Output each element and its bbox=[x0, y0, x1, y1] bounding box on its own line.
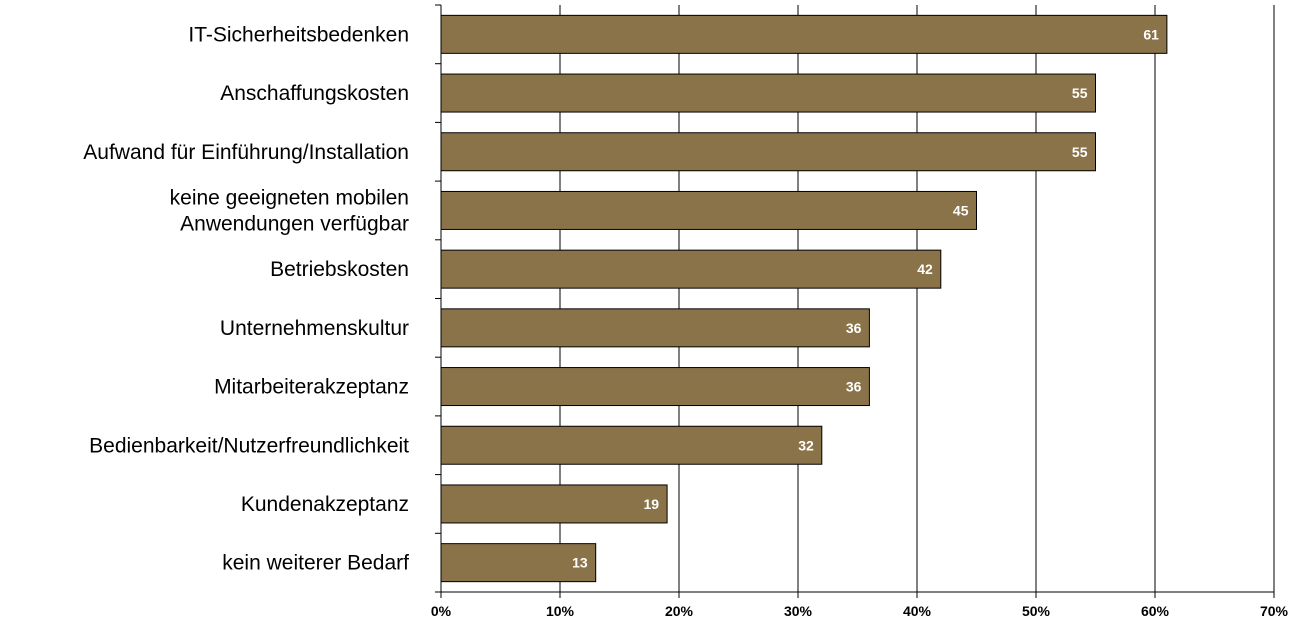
bar bbox=[440, 249, 942, 289]
category-label: Kundenakzeptanz bbox=[241, 493, 409, 516]
bars bbox=[440, 14, 1168, 583]
data-label: 61 bbox=[1143, 26, 1159, 42]
category-label: Bedienbarkeit/Nutzerfreundlichkeit bbox=[89, 434, 409, 457]
x-tick-label: 40% bbox=[903, 603, 932, 619]
data-label: 13 bbox=[572, 555, 588, 571]
bar bbox=[440, 484, 668, 524]
data-label: 55 bbox=[1072, 85, 1088, 101]
category-label: Anschaffungskosten bbox=[220, 82, 409, 105]
bar bbox=[440, 308, 870, 348]
data-label: 19 bbox=[644, 496, 660, 512]
x-tick-label: 10% bbox=[546, 603, 575, 619]
category-label: Unternehmenskultur bbox=[220, 317, 409, 340]
data-label: 45 bbox=[953, 202, 969, 218]
bar bbox=[440, 425, 823, 465]
bar bbox=[440, 132, 1096, 172]
data-label: 36 bbox=[846, 379, 862, 395]
x-tick-label: 50% bbox=[1022, 603, 1051, 619]
bar bbox=[440, 73, 1096, 113]
x-tick-label: 20% bbox=[665, 603, 694, 619]
bar bbox=[440, 367, 870, 407]
category-label: Mitarbeiterakzeptanz bbox=[214, 376, 409, 399]
x-tick-label: 0% bbox=[431, 603, 452, 619]
x-tick-label: 70% bbox=[1260, 603, 1289, 619]
axes bbox=[435, 4, 1275, 598]
x-tick-label: 30% bbox=[784, 603, 813, 619]
data-label: 32 bbox=[798, 437, 814, 453]
category-label: Aufwand für Einführung/Installation bbox=[83, 141, 409, 164]
category-label: keine geeigneten mobilen Anwendungen verf… bbox=[170, 186, 409, 235]
category-label: kein weiterer Bedarf bbox=[222, 552, 409, 575]
category-label: IT-Sicherheitsbedenken bbox=[188, 23, 409, 46]
data-label: 55 bbox=[1072, 144, 1088, 160]
data-label: 36 bbox=[846, 320, 862, 336]
bar bbox=[440, 190, 977, 230]
data-label: 42 bbox=[917, 261, 933, 277]
bar bbox=[440, 14, 1168, 54]
labels: 61 55 55 45 42 36 36 32 19 13 0% 10% 20% 30% 40% 50% 60%… bbox=[83, 23, 1288, 619]
x-tick-label: 60% bbox=[1141, 603, 1170, 619]
category-label: Betriebskosten bbox=[270, 258, 409, 281]
